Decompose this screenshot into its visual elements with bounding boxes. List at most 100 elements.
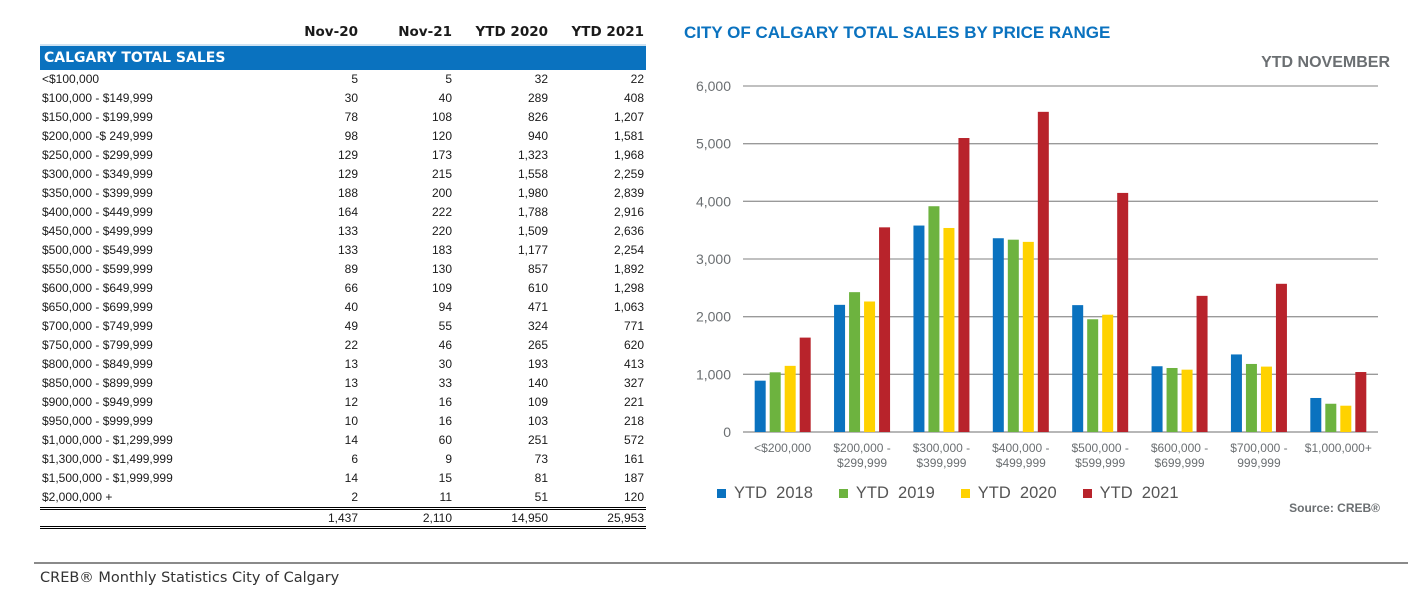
cell-nov-21: 40 [438,91,452,105]
table-row: $150,000 - $199,999 78 108 826 1,207 [40,108,646,127]
total-nov-20: 1,437 [266,507,360,529]
cell-nov-21: 30 [438,357,452,371]
x-tick-label: <$200,000 [754,441,811,455]
cell-nov-20: 5 [351,72,358,86]
bar-ytd-2021 [879,227,891,432]
column-header [40,18,266,45]
bar-ytd-2020 [1022,241,1034,432]
table-row: $2,000,000 + 2 11 51 120 [40,488,646,509]
price-range-label: $600,000 - $649,999 [42,281,153,295]
cell-nov-21: 11 [439,490,452,504]
cell-nov-20: 98 [344,129,358,143]
cell-nov-21: 15 [438,471,452,485]
cell-nov-21: 108 [431,110,452,124]
bar-ytd-2019 [1007,239,1019,432]
cell-ytd-2021: 2,636 [613,224,644,238]
price-range-label: $750,000 - $799,999 [42,338,153,352]
cell-nov-21: 222 [431,205,452,219]
bar-ytd-2020 [1260,366,1272,432]
legend-label: YTD 2019 [855,484,935,502]
price-range-label: $650,000 - $699,999 [42,300,153,314]
price-range-label: $150,000 - $199,999 [42,110,153,124]
bar-chart: 0 1,000 2,000 3,000 4,000 5,000 6,000 <$200,00… [696,78,1378,470]
y-tick-label: 4,000 [696,193,731,209]
cell-nov-21: 55 [438,319,452,333]
cell-nov-20: 164 [337,205,358,219]
footer-divider [34,562,1408,564]
cell-ytd-2021: 1,581 [613,129,644,143]
table-row: $600,000 - $649,999 66 109 610 1,298 [40,279,646,298]
column-header-ytd-2020: YTD 2020 [475,24,548,40]
table-row: $700,000 - $749,999 49 55 324 771 [40,317,646,336]
cell-nov-21: 130 [431,262,452,276]
legend-item: YTD 2019 [838,484,935,503]
cell-ytd-2020: 32 [534,72,548,86]
cell-ytd-2021: 187 [623,471,644,485]
price-range-label: $2,000,000 + [42,490,113,504]
cell-nov-21: 173 [431,148,452,162]
cell-ytd-2020: 73 [534,452,548,466]
price-range-label: $500,000 - $549,999 [42,243,153,257]
x-tick-label: $600,000 -$699,999 [1151,441,1208,470]
legend-swatch-icon [838,489,848,498]
cell-nov-20: 22 [344,338,358,352]
legend-swatch-icon [1082,489,1092,498]
table-row: $1,000,000 - $1,299,999 14 60 251 572 [40,431,646,450]
bar-ytd-2021 [799,337,811,432]
cell-nov-21: 183 [431,243,452,257]
cell-nov-21: 120 [431,129,452,143]
table-row: $950,000 - $999,999 10 16 103 218 [40,412,646,431]
bar-ytd-2019 [1325,403,1337,432]
sales-table-panel: Nov-20 Nov-21 YTD 2020 YTD 2021 CALGARY … [40,18,646,529]
bar-ytd-2021 [1117,192,1129,432]
price-range-label: <$100,000 [42,72,100,86]
cell-ytd-2021: 2,259 [613,167,644,181]
cell-nov-21: 94 [438,300,452,314]
bar-ytd-2019 [928,206,940,432]
y-tick-label: 1,000 [696,366,731,382]
cell-nov-21: 5 [445,72,452,86]
bar-ytd-2018 [834,304,846,432]
cell-ytd-2020: 1,509 [517,224,548,238]
bar-ytd-2018 [1072,305,1084,432]
cell-ytd-2021: 572 [623,433,644,447]
cell-ytd-2021: 1,207 [613,110,644,124]
x-tick-label: $1,000,000+ [1305,441,1372,455]
cell-ytd-2020: 1,788 [517,205,548,219]
y-tick-label: 3,000 [696,251,731,267]
price-range-label: $550,000 - $599,999 [42,262,153,276]
table-row: $650,000 - $699,999 40 94 471 1,063 [40,298,646,317]
y-axis-ticks: 0 1,000 2,000 3,000 4,000 5,000 6,000 [696,78,731,440]
cell-nov-20: 49 [344,319,358,333]
total-nov-21: 2,110 [360,507,454,529]
bar-ytd-2021 [1275,283,1287,432]
bar-ytd-2018 [1310,397,1322,432]
cell-nov-20: 12 [344,395,358,409]
cell-nov-21: 16 [438,395,452,409]
cell-ytd-2021: 1,968 [613,148,644,162]
price-range-label: $1,300,000 - $1,499,999 [42,452,173,466]
cell-ytd-2021: 161 [623,452,644,466]
cell-ytd-2020: 324 [527,319,548,333]
cell-nov-20: 10 [344,414,358,428]
chart-subtitle: YTD NOVEMBER [1261,54,1390,71]
gridlines [743,85,1378,433]
price-range-label: $300,000 - $349,999 [42,167,153,181]
price-range-label: $200,000 -$ 249,999 [42,129,153,143]
bar-ytd-2020 [864,301,876,432]
cell-nov-20: 133 [337,224,358,238]
cell-ytd-2021: 218 [623,414,644,428]
cell-ytd-2020: 1,323 [517,148,548,162]
price-range-label: $950,000 - $999,999 [42,414,153,428]
table-row: $200,000 -$ 249,999 98 120 940 1,581 [40,127,646,146]
cell-ytd-2021: 1,892 [613,262,644,276]
price-range-label: $250,000 - $299,999 [42,148,153,162]
y-tick-label: 0 [723,424,731,440]
bar-ytd-2020 [943,227,955,432]
cell-ytd-2021: 22 [630,72,644,86]
legend-swatch-icon [960,489,970,498]
cell-nov-20: 66 [344,281,358,295]
cell-ytd-2020: 471 [527,300,548,314]
table-row: $1,500,000 - $1,999,999 14 15 81 187 [40,469,646,488]
totals-row: 1,437 2,110 14,950 25,953 [40,507,646,529]
